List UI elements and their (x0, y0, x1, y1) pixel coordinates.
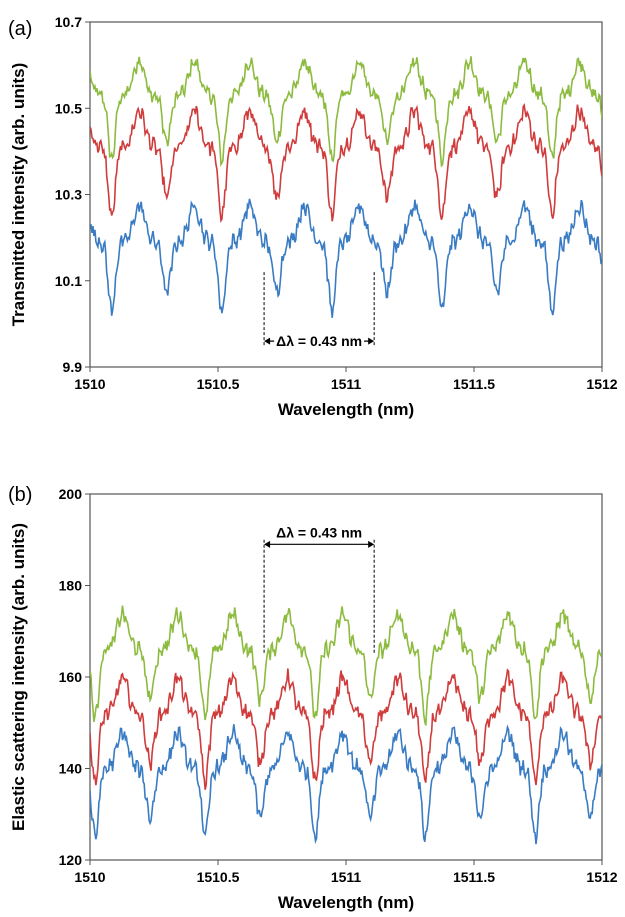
x-axis-label: Wavelength (nm) (278, 400, 414, 419)
panel-label: (a) (8, 18, 32, 40)
x-tick-label: 1512 (586, 869, 617, 885)
y-tick-label: 200 (59, 486, 83, 502)
annotation-label-bg (274, 332, 365, 351)
y-tick-label: 160 (59, 669, 83, 685)
series-line-0 (90, 56, 602, 168)
x-tick-label: 1510 (74, 869, 105, 885)
x-tick-label: 1511 (331, 869, 362, 885)
x-axis-label: Wavelength (nm) (278, 893, 414, 912)
annotation-arrowhead-left (264, 540, 271, 548)
y-tick-label: 10.7 (55, 14, 82, 30)
x-tick-label: 1512 (586, 376, 617, 392)
y-tick-label: 10.3 (55, 187, 82, 203)
x-tick-label: 1511 (331, 376, 362, 392)
y-tick-label: 10.5 (55, 100, 82, 116)
y-tick-label: 180 (59, 578, 83, 594)
annotation-label: Δλ = 0.43 nm (276, 524, 362, 540)
annotation-arrowhead-right (368, 337, 375, 345)
x-tick-label: 1510.5 (197, 376, 240, 392)
plot-frame (89, 493, 603, 861)
x-tick-label: 1510 (74, 376, 105, 392)
y-tick-label: 10.1 (55, 273, 82, 289)
y-tick-label: 140 (59, 761, 83, 777)
series-line-2 (90, 198, 602, 318)
annotation-label: Δλ = 0.43 nm (276, 333, 362, 349)
annotation-arrowhead-left (264, 337, 271, 345)
x-tick-label: 1511.5 (453, 869, 495, 885)
series-line-2 (90, 724, 602, 845)
y-axis-label: Elastic scattering intensity (arb. units… (9, 523, 28, 831)
y-axis-label: Transmitted intensity (arb. units) (9, 63, 28, 327)
y-tick-label: 9.9 (63, 359, 83, 375)
series-line-1 (90, 103, 602, 224)
annotation-arrowhead-right (368, 540, 375, 548)
chart-panel-1: 1510 1510.5 1511 1511.5 1512 120 140 160 180 200 W… (8, 484, 618, 912)
x-tick-label: 1511.5 (453, 376, 495, 392)
panel-label: (b) (8, 484, 32, 506)
x-tick-label: 1510.5 (197, 869, 240, 885)
series-line-0 (90, 605, 602, 726)
chart-panel-0: 1510 1510.5 1511 1511.5 1512 9.9 10.1 10.3 10.5 1… (8, 14, 618, 419)
y-tick-label: 120 (59, 852, 83, 868)
series-line-1 (90, 668, 602, 790)
